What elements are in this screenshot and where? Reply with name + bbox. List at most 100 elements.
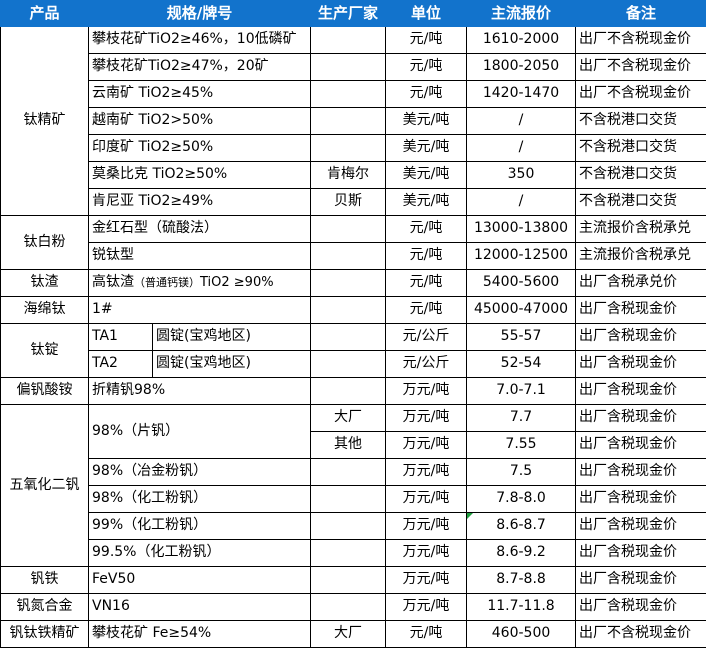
cell-error-flag-icon: [467, 513, 474, 519]
unit-cell: 万元/吨: [385, 377, 468, 405]
manufacturer-cell: [310, 566, 387, 594]
price-cell: 12000-12500: [466, 242, 577, 270]
remark-cell: 出厂含税现金价: [575, 404, 706, 432]
spec-cell: FeV50: [87, 566, 312, 594]
spec-cell: 1#: [87, 296, 312, 324]
price-cell: 1610-2000: [466, 26, 577, 54]
manufacturer-cell: 贝斯: [310, 188, 387, 216]
table-row: 越南矿 TiO2>50% 美元/吨 / 不含税港口交货: [1, 107, 706, 135]
table-row: 钒氮合金 VN16 万元/吨 11.7-11.8 出厂含税现金价: [0, 593, 706, 621]
spec-cell: 金红石型（硫酸法）: [87, 215, 312, 243]
manufacturer-cell: [310, 242, 387, 270]
unit-cell: 万元/吨: [385, 458, 468, 486]
table-row: 钛锭 TA1 圆锭(宝鸡地区) 元/公斤 55-57 出厂含税现金价: [0, 323, 706, 378]
column-header-product: 产品: [0, 0, 89, 27]
price-cell: 1420-1470: [466, 80, 577, 108]
remark-cell: 主流报价含税承兑: [575, 242, 706, 270]
table-row: 云南矿 TiO2≥45% 元/吨 1420-1470 出厂不含税现金价: [1, 80, 706, 108]
unit-cell: 元/吨: [385, 296, 468, 324]
manufacturer-cell: [310, 512, 387, 540]
manufacturer-cell: [310, 593, 387, 621]
price-cell: /: [466, 134, 577, 162]
price-cell: 7.5: [466, 458, 577, 486]
remark-cell: 出厂含税现金价: [575, 566, 706, 594]
spec-cell: 攀枝花矿 Fe≥54%: [87, 620, 312, 648]
remark-cell: 不含税港口交货: [575, 134, 706, 162]
spec-cell: 98%（冶金粉钒）: [87, 458, 312, 486]
column-header-unit: 单位: [385, 0, 468, 27]
table-row: 五氧化二钒 98%（片钒） 大厂 万元/吨 7.7 出厂含税现金价: [0, 404, 706, 567]
price-cell: 7.55: [466, 431, 577, 459]
price-cell: 350: [466, 161, 577, 189]
table-header: 产品 规格/牌号 生产厂家 单位 主流报价 备注: [0, 0, 706, 27]
column-header-price: 主流报价: [466, 0, 577, 27]
header-row: 产品 规格/牌号 生产厂家 单位 主流报价 备注: [0, 0, 706, 27]
table-row: 98%（化工粉钒） 万元/吨 7.8-8.0 出厂含税现金价: [1, 485, 706, 513]
remark-cell: 出厂不含税现金价: [575, 620, 706, 648]
unit-cell: 万元/吨: [385, 404, 468, 432]
manufacturer-cell: [310, 485, 387, 513]
spec-cell: 98%（片钒）: [87, 404, 312, 459]
remark-cell: 主流报价含税承兑: [575, 215, 706, 243]
spec-cell: 99%（化工粉钒）: [87, 512, 312, 540]
spec-cell: 攀枝花矿TiO2≥46%，10低磷矿: [87, 26, 312, 54]
remark-cell: 出厂含税现金价: [575, 323, 706, 351]
table-row: TA2 圆锭(宝鸡地区) 元/公斤 52-54 出厂含税现金价: [1, 350, 706, 378]
remark-cell: 出厂含税现金价: [575, 350, 706, 378]
unit-cell: 元/吨: [385, 80, 468, 108]
spec-cell: 折精钒98%: [87, 377, 312, 405]
table-row: 印度矿 TiO2≥50% 美元/吨 / 不含税港口交货: [1, 134, 706, 162]
remark-cell: 出厂不含税现金价: [575, 53, 706, 81]
unit-cell: 元/吨: [385, 215, 468, 243]
unit-cell: 元/吨: [385, 620, 468, 648]
table-row: 锐钛型 元/吨 12000-12500 主流报价含税承兑: [1, 242, 706, 270]
remark-cell: 出厂含税现金价: [575, 593, 706, 621]
manufacturer-cell: [310, 26, 387, 54]
table-row: 肯尼亚 TiO2≥49% 贝斯 美元/吨 / 不含税港口交货: [1, 188, 706, 216]
product-cell-vanadium-nitrogen-alloy: 钒氮合金: [0, 593, 89, 621]
price-cell: 8.6-9.2: [466, 539, 577, 567]
manufacturer-cell: [310, 215, 387, 243]
unit-cell: 万元/吨: [385, 539, 468, 567]
table-row: 钒钛铁精矿 攀枝花矿 Fe≥54% 大厂 元/吨 460-500 出厂不含税现金…: [0, 620, 706, 648]
remark-cell: 出厂含税现金价: [575, 458, 706, 486]
spec-cell: 云南矿 TiO2≥45%: [87, 80, 312, 108]
table-row: 钒铁 FeV50 万元/吨 8.7-8.8 出厂含税现金价: [0, 566, 706, 594]
unit-cell: 万元/吨: [385, 431, 468, 459]
product-cell-titanium-dioxide: 钛白粉: [0, 215, 89, 270]
table-body: 钛精矿 攀枝花矿TiO2≥46%，10低磷矿 元/吨 1610-2000 出厂不…: [0, 26, 706, 648]
table-row: 海绵钛 1# 元/吨 45000-47000 出厂含税现金价: [0, 296, 706, 324]
column-header-spec: 规格/牌号: [87, 0, 312, 27]
product-cell-vanadium-titano-magnetite: 钒钛铁精矿: [0, 620, 89, 648]
table-row: 钛精矿 攀枝花矿TiO2≥46%，10低磷矿 元/吨 1610-2000 出厂不…: [0, 26, 706, 216]
remark-cell: 出厂含税现金价: [575, 377, 706, 405]
spec-cell: 98%（化工粉钒）: [87, 485, 312, 513]
product-cell-titanium-concentrate: 钛精矿: [0, 26, 89, 216]
spec-prefix: 高钛渣: [92, 274, 134, 291]
product-cell-titanium-ingot: 钛锭: [0, 323, 89, 378]
manufacturer-cell: [310, 377, 387, 405]
unit-cell: 元/公斤: [385, 350, 468, 378]
table-row: 其他 万元/吨 7.55 出厂含税现金价: [1, 431, 706, 459]
remark-cell: 出厂含税现金价: [575, 431, 706, 459]
price-value: 8.6-8.7: [496, 517, 546, 534]
price-cell-flagged: 8.6-8.7: [466, 512, 577, 540]
remark-cell: 出厂含税现金价: [575, 485, 706, 513]
product-cell-titanium-sponge: 海绵钛: [0, 296, 89, 324]
product-cell-titanium-slag: 钛渣: [0, 269, 89, 297]
spec-cell: 高钛渣（普通钙镁）TiO2 ≥90%: [87, 269, 312, 297]
unit-cell: 元/吨: [385, 26, 468, 54]
column-header-manufacturer: 生产厂家: [310, 0, 387, 27]
table-row: 钛渣 高钛渣（普通钙镁）TiO2 ≥90% 元/吨 5400-5600 出厂含税…: [0, 269, 706, 297]
price-cell: /: [466, 188, 577, 216]
spec-cell: 越南矿 TiO2>50%: [87, 107, 312, 135]
unit-cell: 元/吨: [385, 269, 468, 297]
table-row: 钛白粉 金红石型（硫酸法） 元/吨 13000-13800 主流报价含税承兑: [0, 215, 706, 270]
column-header-remark: 备注: [575, 0, 706, 27]
spec-note: （普通钙镁）: [134, 276, 200, 290]
product-cell-ferrovanadium: 钒铁: [0, 566, 89, 594]
unit-cell: 万元/吨: [385, 512, 468, 540]
price-cell: 55-57: [466, 323, 577, 351]
manufacturer-cell: [310, 539, 387, 567]
